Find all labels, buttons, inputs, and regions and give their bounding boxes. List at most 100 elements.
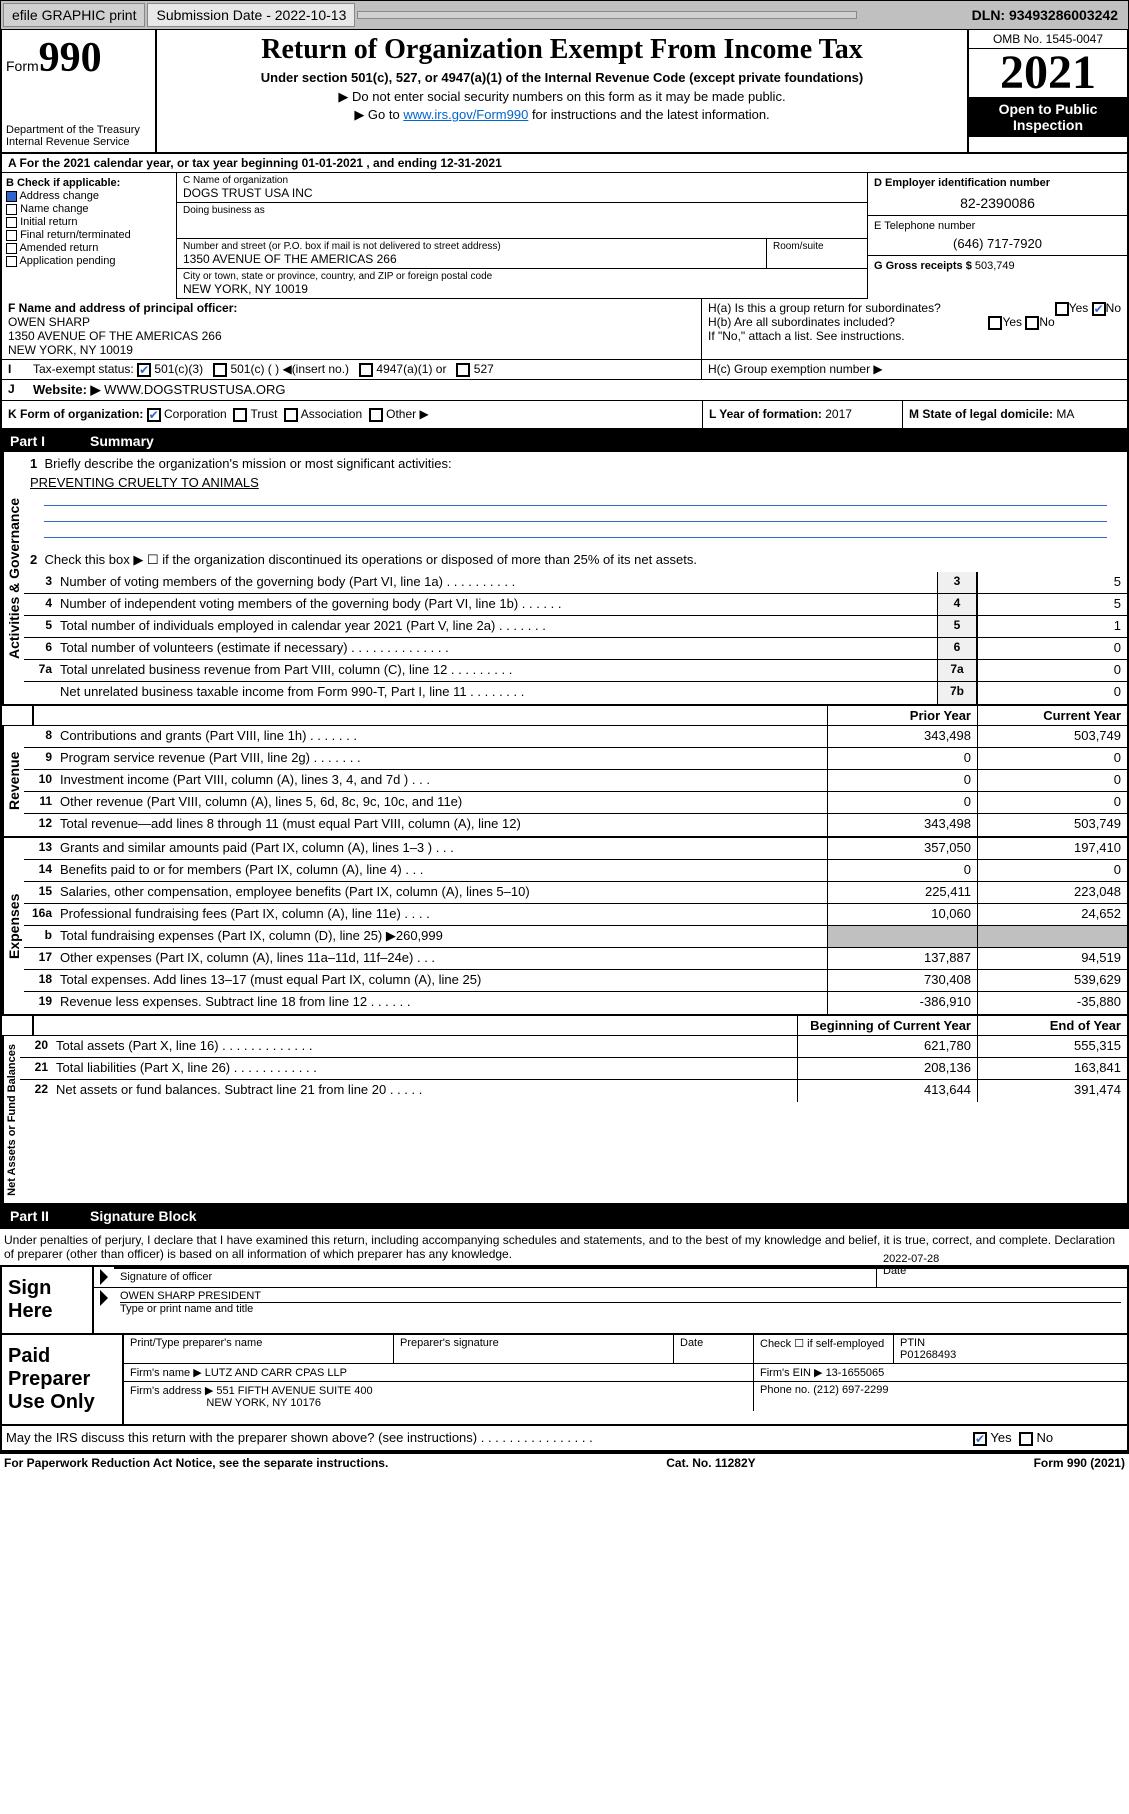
- lbl-527: 527: [474, 362, 494, 376]
- chk-527[interactable]: [456, 363, 470, 377]
- row-15: 15Salaries, other compensation, employee…: [24, 882, 1127, 904]
- h-a: H(a) Is this a group return for subordin…: [708, 301, 1121, 315]
- row-k-l-m: K Form of organization: Corporation Trus…: [2, 401, 1127, 428]
- checkbox-icon: [6, 256, 17, 267]
- city-label: City or town, state or province, country…: [183, 271, 861, 282]
- chk-amended[interactable]: Amended return: [6, 242, 172, 254]
- sign-content: Signature of officer 2022-07-28 Date OWE…: [92, 1267, 1127, 1333]
- row-19: 19Revenue less expenses. Subtract line 1…: [24, 992, 1127, 1014]
- begin-year-header: Beginning of Current Year: [797, 1016, 977, 1035]
- chk-501c3[interactable]: [137, 363, 151, 377]
- chk-501c[interactable]: [213, 363, 227, 377]
- part1-label: Part I: [10, 433, 90, 449]
- i-label: Tax-exempt status:: [33, 362, 134, 376]
- row-21: 21Total liabilities (Part X, line 26) . …: [20, 1058, 1127, 1080]
- officer-addr2: NEW YORK, NY 10019: [8, 343, 133, 357]
- chk-final[interactable]: Final return/terminated: [6, 229, 172, 241]
- blank-line: [44, 508, 1107, 522]
- chk-pending[interactable]: Application pending: [6, 255, 172, 267]
- col-d: D Employer identification number 82-2390…: [867, 173, 1127, 299]
- chk-discuss-yes[interactable]: [973, 1432, 987, 1446]
- yes-lbl: Yes: [990, 1430, 1011, 1445]
- dept-treasury: Department of the Treasury: [6, 124, 151, 136]
- part2-label: Part II: [10, 1208, 90, 1224]
- l-value: 2017: [825, 407, 852, 421]
- exp-content: 13Grants and similar amounts paid (Part …: [24, 838, 1127, 1014]
- chk-lbl-1: Name change: [20, 203, 89, 215]
- checkbox-icon: [6, 243, 17, 254]
- tax-year: 2021: [969, 49, 1127, 97]
- city-row: City or town, state or province, country…: [177, 269, 867, 299]
- gross-row: G Gross receipts $ 503,749: [868, 256, 1127, 276]
- addr-label: Number and street (or P.O. box if mail i…: [183, 241, 760, 252]
- chk-trust[interactable]: [233, 408, 247, 422]
- phone-value: (646) 717-7920: [874, 236, 1121, 251]
- end-year-header: End of Year: [977, 1016, 1127, 1035]
- chk-corp[interactable]: [147, 408, 161, 422]
- chk-lbl-4: Amended return: [19, 242, 98, 254]
- row-7a: 7aTotal unrelated business revenue from …: [24, 660, 1127, 682]
- checkbox-icon: [6, 230, 17, 241]
- row-13: 13Grants and similar amounts paid (Part …: [24, 838, 1127, 860]
- ptin-value: P01268493: [900, 1349, 956, 1361]
- chk-discuss-no[interactable]: [1019, 1432, 1033, 1446]
- officer-name-val: OWEN SHARP PRESIDENT: [120, 1290, 1121, 1303]
- row-j: J Website: ▶ WWW.DOGSTRUSTUSA.ORG: [2, 380, 1127, 401]
- chk-other[interactable]: [369, 408, 383, 422]
- ein-row: D Employer identification number 82-2390…: [868, 173, 1127, 216]
- net-content: 20Total assets (Part X, line 16) . . . .…: [20, 1036, 1127, 1204]
- exp-section: Expenses 13Grants and similar amounts pa…: [2, 836, 1127, 1014]
- vert-governance: Activities & Governance: [2, 452, 24, 704]
- k-trust: Trust: [251, 407, 278, 421]
- q2: 2 Check this box ▶ ☐ if the organization…: [24, 548, 1127, 572]
- row-17: 17Other expenses (Part IX, column (A), l…: [24, 948, 1127, 970]
- website-label: Website: ▶: [33, 382, 104, 397]
- discuss-row: May the IRS discuss this return with the…: [0, 1426, 1129, 1452]
- submission-date: Submission Date - 2022-10-13: [147, 3, 355, 27]
- q1: 1 Briefly describe the organization's mi…: [24, 452, 1127, 475]
- m-value: MA: [1056, 407, 1074, 421]
- ptin-label: PTIN: [900, 1337, 925, 1349]
- firm-phone-value: (212) 697-2299: [813, 1384, 888, 1396]
- vert-revenue: Revenue: [2, 726, 24, 836]
- gov-section: Activities & Governance 1 Briefly descri…: [2, 452, 1127, 704]
- firm-name-label: Firm's name ▶: [130, 1367, 202, 1379]
- inspection-badge: Open to Public Inspection: [969, 97, 1127, 137]
- blank-line: [44, 524, 1107, 538]
- dba-label: Doing business as: [183, 205, 265, 216]
- row-3: 3Number of voting members of the governi…: [24, 572, 1127, 594]
- chk-4947[interactable]: [359, 363, 373, 377]
- footer: For Paperwork Reduction Act Notice, see …: [0, 1452, 1129, 1472]
- section-a: A For the 2021 calendar year, or tax yea…: [0, 154, 1129, 430]
- gross-label: G Gross receipts $: [874, 260, 975, 272]
- header-center: Return of Organization Exempt From Incom…: [157, 30, 967, 152]
- row-16a: 16aProfessional fundraising fees (Part I…: [24, 904, 1127, 926]
- addr-value: 1350 AVENUE OF THE AMERICAS 266: [183, 252, 760, 266]
- sig-date-value: 2022-07-28: [883, 1253, 1121, 1265]
- chk-lbl-0: Address change: [19, 190, 99, 202]
- sig-officer-label: Signature of officer: [120, 1271, 870, 1283]
- header-left: Form990 Department of the Treasury Inter…: [2, 30, 157, 152]
- chk-assoc[interactable]: [284, 408, 298, 422]
- chk-initial[interactable]: Initial return: [6, 216, 172, 228]
- phone-label: E Telephone number: [874, 220, 1121, 232]
- irs-label: Internal Revenue Service: [6, 136, 151, 148]
- efile-button[interactable]: efile GRAPHIC print: [3, 3, 145, 27]
- c-name-row: C Name of organization DOGS TRUST USA IN…: [177, 173, 867, 203]
- row-10: 10Investment income (Part VIII, column (…: [24, 770, 1127, 792]
- irs-link[interactable]: www.irs.gov/Form990: [403, 107, 528, 122]
- chk-name[interactable]: Name change: [6, 203, 172, 215]
- vert-expenses: Expenses: [2, 838, 24, 1014]
- part2-title: Signature Block: [90, 1208, 197, 1224]
- c-name-label: C Name of organization: [183, 175, 861, 186]
- part1-title: Summary: [90, 433, 154, 449]
- city-value: NEW YORK, NY 10019: [183, 282, 861, 296]
- header-right: OMB No. 1545-0047 2021 Open to Public In…: [967, 30, 1127, 152]
- note2-post: for instructions and the latest informat…: [528, 107, 769, 122]
- form-header: Form990 Department of the Treasury Inter…: [0, 30, 1129, 154]
- phone-row: E Telephone number (646) 717-7920: [868, 216, 1127, 256]
- chk-address[interactable]: Address change: [6, 190, 172, 202]
- m-label: M State of legal domicile:: [909, 407, 1056, 421]
- part1-body: Activities & Governance 1 Briefly descri…: [0, 452, 1129, 1206]
- firm-addr-label: Firm's address ▶: [130, 1385, 213, 1397]
